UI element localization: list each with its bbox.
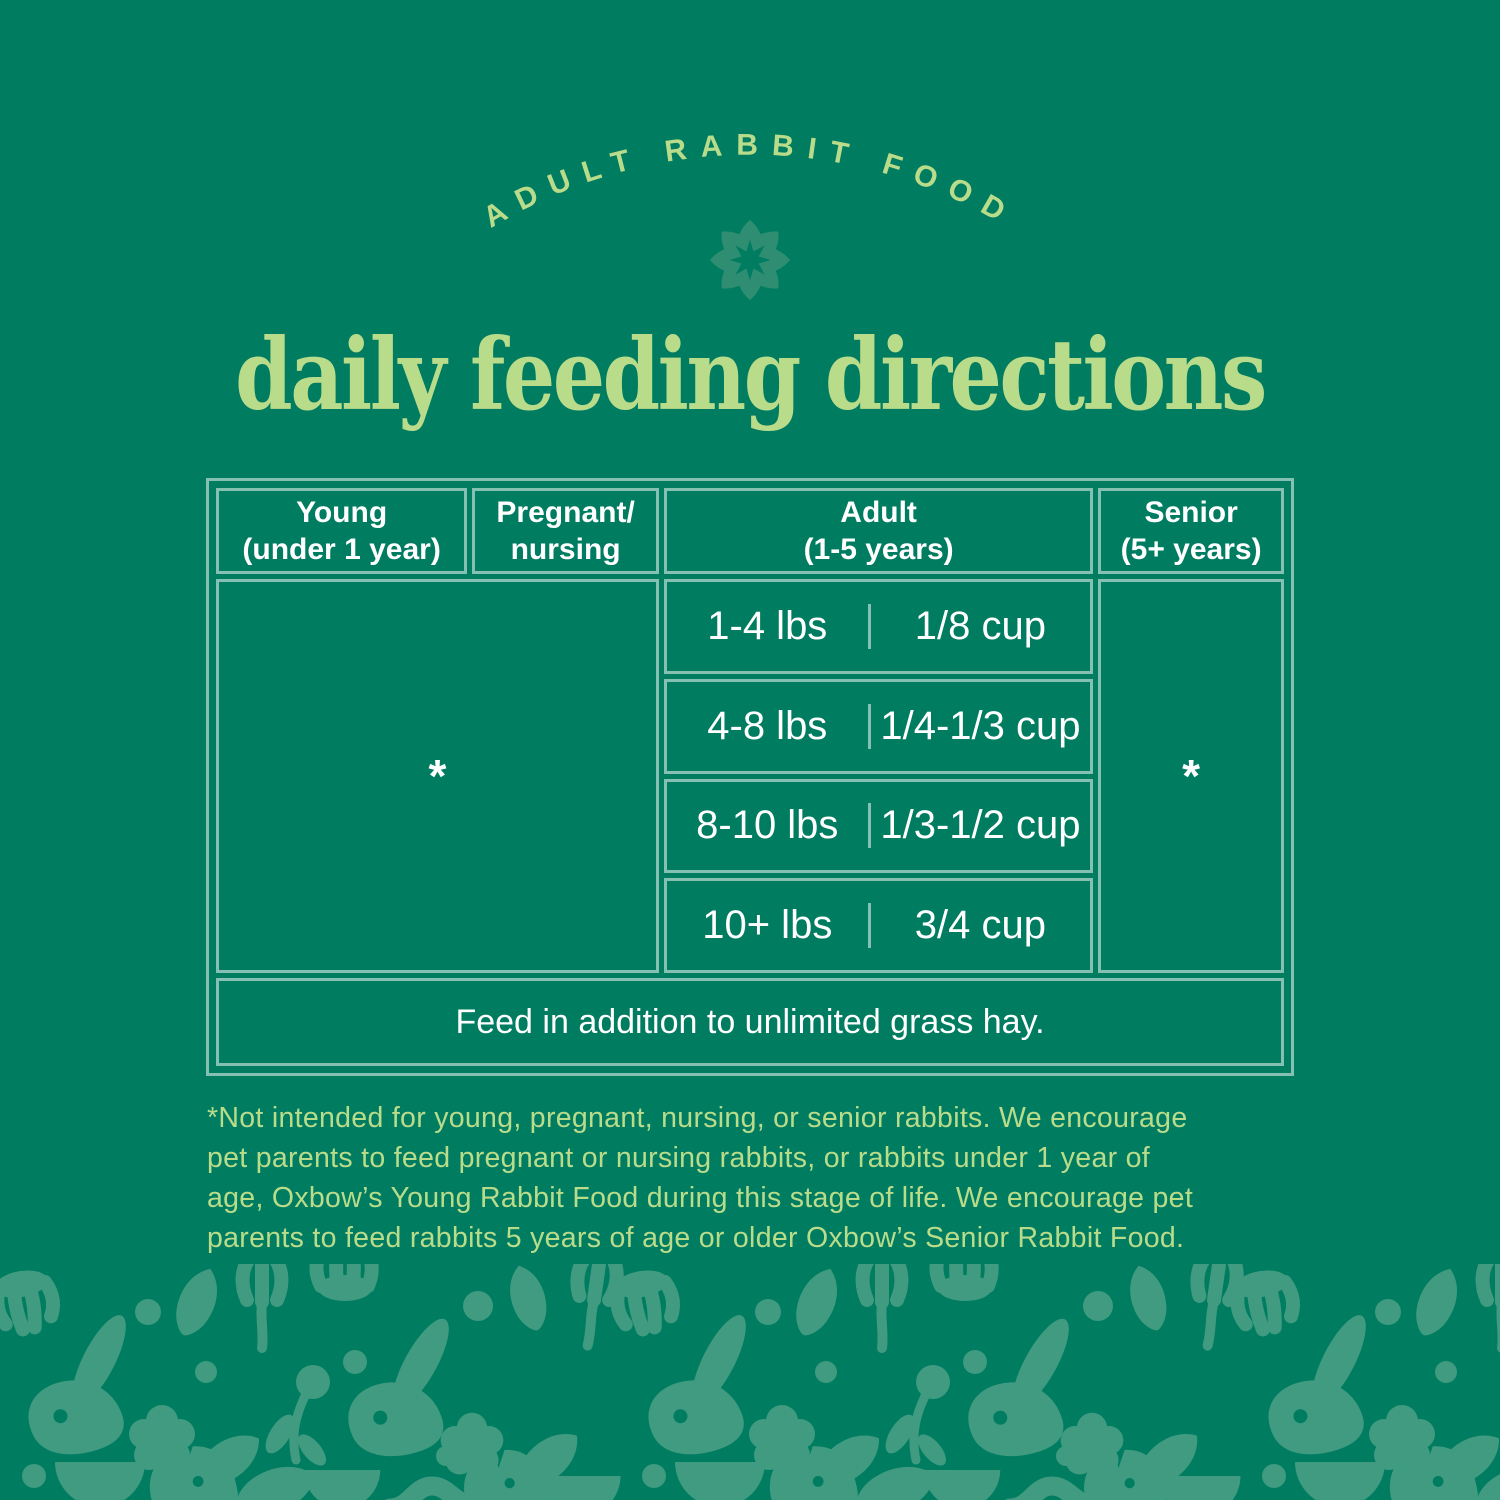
header-pregnant-line1: Pregnant/ xyxy=(496,496,635,529)
footnote-line-1: *Not intended for young, pregnant, nursi… xyxy=(207,1102,1188,1134)
senior-cell: * xyxy=(1098,579,1284,973)
column-header-young: Young (under 1 year) xyxy=(216,488,468,574)
adult-weight-2: 4-8 lbs xyxy=(707,703,828,748)
column-header-pregnant: Pregnant/ nursing xyxy=(472,488,659,574)
adult-weight-1: 1-4 lbs xyxy=(707,603,828,648)
asterisk-senior: * xyxy=(1182,750,1201,802)
header-pregnant-line2: nursing xyxy=(510,533,621,566)
feeding-table: Young (under 1 year) Pregnant/ nursing A… xyxy=(206,478,1294,1076)
header-senior-line1: Senior xyxy=(1144,496,1238,529)
adult-amount-3: 1/3-1/2 cup xyxy=(867,803,1091,849)
header-senior-line2: (5+ years) xyxy=(1120,533,1262,566)
adult-amount-2: 1/4-1/3 cup xyxy=(867,703,1091,749)
footnote-line-3: age, Oxbow’s Young Rabbit Food during th… xyxy=(207,1182,1194,1214)
star-cutout xyxy=(729,239,771,281)
header-young-line2: (under 1 year) xyxy=(242,533,441,566)
arc-label: ADULT RABBIT FOOD xyxy=(420,98,1080,293)
adult-row-4: 10+ lbs 3/4 cup xyxy=(663,878,1094,973)
adult-row-1: 1-4 lbs 1/8 cup xyxy=(663,579,1094,674)
header-young-line1: Young xyxy=(296,496,388,529)
column-header-adult: Adult (1-5 years) xyxy=(663,488,1094,574)
table-footer-note: Feed in addition to unlimited grass hay. xyxy=(216,978,1284,1066)
adult-amount-1: 1/8 cup xyxy=(867,603,1091,649)
column-header-senior: Senior (5+ years) xyxy=(1098,488,1284,574)
young-pregnant-cell: * xyxy=(216,579,659,973)
decorative-pattern-band xyxy=(0,1264,1500,1500)
footnote-line-2: pet parents to feed pregnant or nursing … xyxy=(207,1142,1150,1174)
flower-icon xyxy=(706,216,794,304)
adult-row-2: 4-8 lbs 1/4-1/3 cup xyxy=(663,678,1094,774)
page-title: daily feeding directions xyxy=(235,318,1267,433)
adult-amount-4: 3/4 cup xyxy=(867,903,1091,949)
asterisk-young-pregnant: * xyxy=(428,750,447,802)
adult-weight-4: 10+ lbs xyxy=(702,903,833,948)
adult-row-3: 8-10 lbs 1/3-1/2 cup xyxy=(663,778,1094,874)
footnote: *Not intended for young, pregnant, nursi… xyxy=(207,1098,1307,1258)
adult-weight-3: 8-10 lbs xyxy=(696,803,839,848)
footnote-line-4: parents to feed rabbits 5 years of age o… xyxy=(207,1222,1185,1254)
header-adult-line2: (1-5 years) xyxy=(803,533,954,566)
header-adult-line1: Adult xyxy=(840,496,917,529)
